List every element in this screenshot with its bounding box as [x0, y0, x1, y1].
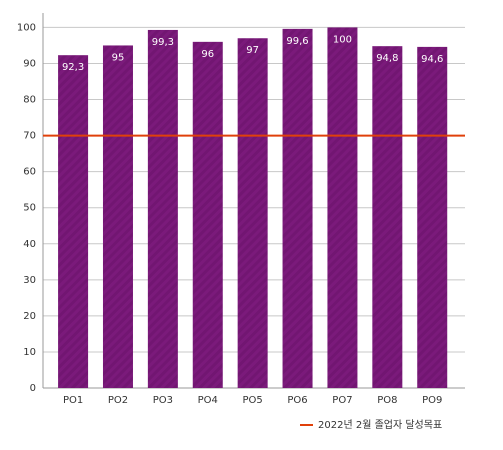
y-tick-label: 30 [23, 275, 36, 286]
y-tick-label: 70 [23, 131, 36, 142]
x-tick-label: PO2 [108, 395, 128, 406]
x-tick-label: PO1 [63, 395, 83, 406]
bar [237, 38, 268, 388]
y-tick-label: 10 [23, 347, 36, 358]
legend-label: 2022년 2월 졸업자 달성목표 [318, 418, 442, 431]
x-tick-label: PO6 [287, 395, 307, 406]
y-tick-label: 40 [23, 239, 36, 250]
value-label: 99,3 [152, 37, 174, 48]
bar [147, 29, 178, 389]
x-tick-label: PO4 [198, 395, 218, 406]
bar [372, 46, 403, 389]
x-tick-label: PO7 [332, 395, 352, 406]
y-tick-label: 80 [23, 95, 36, 106]
y-tick-label: 50 [23, 203, 36, 214]
x-tick-label: PO8 [377, 395, 397, 406]
value-label: 95 [112, 52, 125, 63]
value-label: 100 [333, 34, 352, 45]
value-label: 96 [201, 49, 214, 60]
value-label: 99,6 [286, 36, 308, 47]
bar [417, 46, 448, 389]
bar [58, 55, 89, 388]
bar [102, 45, 133, 388]
y-tick-label: 60 [23, 167, 36, 178]
x-tick-label: PO3 [153, 395, 173, 406]
y-tick-label: 90 [23, 58, 36, 69]
value-label: 92,3 [62, 62, 84, 73]
y-tick-label: 0 [30, 383, 36, 394]
x-tick-label: PO9 [422, 395, 442, 406]
bar [282, 28, 313, 388]
value-label: 97 [246, 45, 259, 56]
bar [327, 27, 358, 389]
value-label: 94,6 [421, 54, 443, 65]
bar [192, 41, 223, 388]
x-tick-label: PO5 [243, 395, 263, 406]
y-tick-label: 20 [23, 311, 36, 322]
value-label: 94,8 [376, 53, 398, 64]
y-tick-label: 100 [17, 22, 36, 33]
